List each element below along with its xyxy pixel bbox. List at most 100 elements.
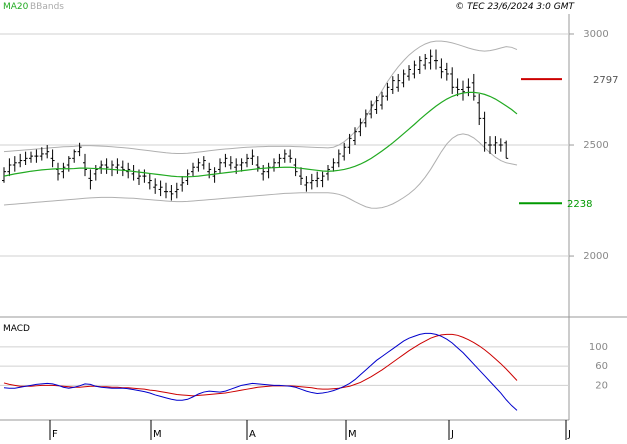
price-axis-ticks: 2000 2500 3000 [569, 29, 609, 262]
price-bar [498, 138, 503, 152]
price-bar [261, 165, 266, 181]
month-tick-label: A [249, 429, 256, 440]
legend-ma20: MA20 [3, 2, 29, 12]
price-bar [266, 162, 271, 179]
price-bar [50, 149, 55, 168]
price-bar [353, 127, 357, 146]
month-tick-label: J [567, 429, 571, 440]
price-bar [72, 149, 77, 163]
support-resistance-levels: 2797 2238 [519, 75, 618, 210]
price-bar [493, 136, 498, 154]
price-bar [466, 78, 471, 97]
price-bar [320, 171, 325, 188]
price-bar [434, 49, 438, 70]
price-bar [201, 156, 206, 170]
price-bar [223, 153, 228, 168]
support-level-label: 2238 [567, 199, 592, 210]
month-tick-label: M [348, 429, 357, 440]
price-bar [407, 65, 411, 81]
month-tick-label: M [153, 429, 162, 440]
resistance-level-label: 2797 [593, 75, 618, 86]
price-bar [158, 180, 163, 197]
price-tick-label: 2000 [583, 251, 608, 262]
price-bar [461, 80, 465, 101]
price-bar [131, 165, 136, 181]
price-bar [347, 133, 352, 154]
price-bar [12, 156, 17, 172]
price-bar [196, 158, 201, 172]
macd-tick-label: 100 [589, 342, 608, 353]
price-bar [385, 82, 390, 101]
price-bar [471, 73, 476, 101]
ma20-line-group [3, 91, 518, 178]
price-candles [2, 49, 509, 201]
macd-tick-label: 20 [595, 380, 608, 391]
bband-upper-line [3, 40, 518, 154]
price-bar [282, 149, 287, 163]
price-bar [369, 100, 374, 119]
macd-line [3, 332, 518, 411]
price-bar [120, 160, 125, 177]
price-bar [304, 176, 309, 192]
price-bar [207, 162, 212, 179]
price-tick-label: 3000 [583, 29, 608, 40]
price-bar [488, 136, 492, 154]
price-bar [61, 162, 66, 179]
price-bar [299, 167, 303, 185]
price-bar [396, 73, 401, 92]
price-bar [309, 173, 314, 190]
macd-title: MACD [3, 324, 30, 334]
price-bar [401, 69, 406, 88]
price-bar [342, 142, 347, 161]
price-bar [142, 169, 147, 183]
price-bar [169, 184, 174, 201]
price-bar [439, 58, 444, 79]
price-bar [39, 147, 44, 161]
price-bar [272, 158, 276, 172]
price-bar [423, 53, 428, 70]
price-bar [228, 156, 233, 170]
price-bar [288, 149, 293, 163]
price-bar [218, 158, 222, 174]
price-tick-label: 2500 [583, 140, 608, 151]
price-bar [83, 153, 87, 177]
price-bar [444, 62, 449, 81]
price-bar [212, 167, 217, 183]
price-bar [374, 96, 379, 114]
price-bar [363, 109, 368, 128]
price-bar [245, 153, 249, 168]
price-bar [147, 173, 152, 190]
price-bar [380, 91, 384, 110]
price-bar [315, 171, 320, 188]
price-bar [45, 145, 50, 159]
price-bar [191, 162, 195, 177]
price-bar [326, 165, 330, 181]
price-bar [110, 160, 114, 177]
price-bar [428, 49, 433, 70]
price-bar [477, 93, 482, 126]
price-bar [358, 118, 363, 137]
price-bar [34, 149, 39, 163]
price-bar [417, 56, 422, 74]
price-bar [331, 158, 336, 172]
macd-gridlines [0, 346, 569, 386]
price-bar [455, 78, 460, 97]
price-bar [390, 76, 395, 94]
bollinger-bands [3, 40, 518, 209]
price-bar [450, 67, 455, 94]
price-bar [104, 158, 109, 174]
bband-lower-line [3, 133, 518, 209]
price-bar [482, 111, 487, 152]
price-bar [93, 165, 98, 181]
legend-bbands: BBands [30, 2, 64, 12]
price-bar [336, 149, 341, 168]
price-bar [18, 153, 23, 168]
price-bar [277, 153, 282, 168]
ma20-line [3, 91, 518, 178]
price-bar [77, 142, 82, 157]
price-bar [2, 167, 6, 183]
macd-lines-group [3, 332, 518, 411]
